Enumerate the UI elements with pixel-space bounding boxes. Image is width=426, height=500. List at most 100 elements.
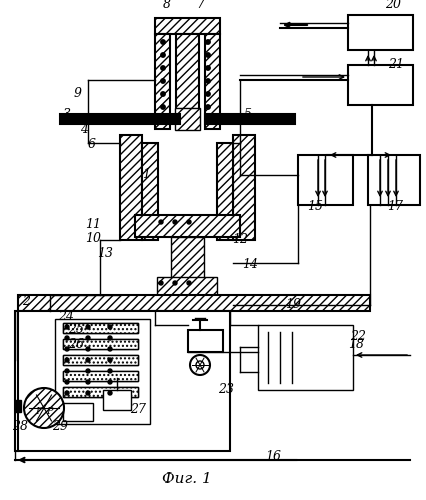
Text: 15: 15 (307, 200, 323, 213)
Bar (348, 65, 413, 105)
Circle shape (161, 105, 165, 109)
Circle shape (108, 358, 112, 362)
Circle shape (86, 347, 90, 351)
Text: 6: 6 (88, 138, 96, 151)
Circle shape (86, 380, 90, 384)
Circle shape (206, 40, 210, 44)
Circle shape (187, 281, 191, 285)
Circle shape (108, 325, 112, 329)
Text: 11: 11 (85, 218, 101, 231)
Text: 8: 8 (163, 0, 171, 11)
Bar (63, 371, 138, 381)
Text: 26: 26 (68, 338, 84, 351)
Text: 13: 13 (97, 247, 113, 260)
Text: 28: 28 (12, 420, 28, 433)
Bar (135, 215, 240, 237)
Bar (233, 135, 255, 240)
Bar (63, 339, 138, 349)
Circle shape (108, 369, 112, 373)
Bar (217, 143, 233, 240)
Text: 1: 1 (142, 168, 150, 181)
Circle shape (108, 380, 112, 384)
Circle shape (206, 66, 210, 70)
Circle shape (159, 281, 163, 285)
Circle shape (206, 79, 210, 83)
Bar (15, 311, 230, 451)
Bar (171, 237, 204, 279)
Circle shape (206, 92, 210, 96)
Bar (63, 355, 138, 365)
Bar (63, 355, 138, 365)
Text: 2: 2 (22, 295, 30, 308)
Circle shape (86, 358, 90, 362)
Bar (175, 108, 200, 130)
Text: 12: 12 (232, 233, 248, 246)
Circle shape (65, 380, 69, 384)
Circle shape (161, 53, 165, 57)
Circle shape (86, 391, 90, 395)
Circle shape (65, 369, 69, 373)
Text: Г: Г (35, 406, 41, 416)
Text: 16: 16 (265, 450, 281, 463)
Circle shape (187, 220, 191, 224)
Bar (63, 403, 93, 421)
Text: 17: 17 (387, 200, 403, 213)
Text: 18: 18 (348, 338, 364, 351)
Text: P: P (46, 406, 52, 416)
Text: 24: 24 (58, 310, 74, 323)
Bar (63, 371, 138, 381)
Bar (258, 325, 353, 390)
Bar (368, 155, 420, 205)
Circle shape (161, 79, 165, 83)
Text: 14: 14 (242, 258, 258, 271)
Circle shape (86, 325, 90, 329)
Circle shape (65, 325, 69, 329)
Circle shape (173, 281, 177, 285)
Bar (188, 330, 223, 352)
Circle shape (173, 220, 177, 224)
Circle shape (206, 105, 210, 109)
Circle shape (24, 388, 64, 428)
Bar (176, 34, 199, 109)
Circle shape (65, 347, 69, 351)
Bar (63, 323, 138, 333)
Text: 22: 22 (350, 330, 366, 343)
Bar (348, 15, 413, 50)
Circle shape (190, 355, 210, 375)
Text: 10: 10 (85, 232, 101, 245)
Text: 23: 23 (218, 383, 234, 396)
Text: 9: 9 (74, 87, 82, 100)
Text: 29: 29 (52, 420, 68, 433)
Text: 7: 7 (196, 0, 204, 11)
Bar (63, 387, 138, 397)
Bar (55, 319, 150, 424)
Circle shape (108, 336, 112, 340)
Circle shape (159, 220, 163, 224)
Circle shape (65, 391, 69, 395)
Bar (205, 114, 295, 124)
Bar (15, 400, 21, 412)
Circle shape (196, 361, 204, 369)
Bar (142, 143, 158, 240)
Text: 5: 5 (244, 108, 252, 121)
Bar (63, 323, 138, 333)
Circle shape (86, 369, 90, 373)
Circle shape (206, 53, 210, 57)
Bar (205, 34, 220, 129)
Text: 3: 3 (63, 108, 71, 121)
Circle shape (161, 40, 165, 44)
Text: 21: 21 (388, 58, 404, 71)
Bar (157, 277, 217, 295)
Text: 27: 27 (130, 403, 146, 416)
Bar (155, 34, 170, 129)
Circle shape (108, 347, 112, 351)
Circle shape (65, 336, 69, 340)
Circle shape (161, 66, 165, 70)
Circle shape (108, 391, 112, 395)
Bar (120, 135, 142, 240)
Text: 4: 4 (80, 123, 88, 136)
Text: 20: 20 (385, 0, 401, 11)
Circle shape (161, 92, 165, 96)
Bar (63, 387, 138, 397)
Circle shape (86, 336, 90, 340)
